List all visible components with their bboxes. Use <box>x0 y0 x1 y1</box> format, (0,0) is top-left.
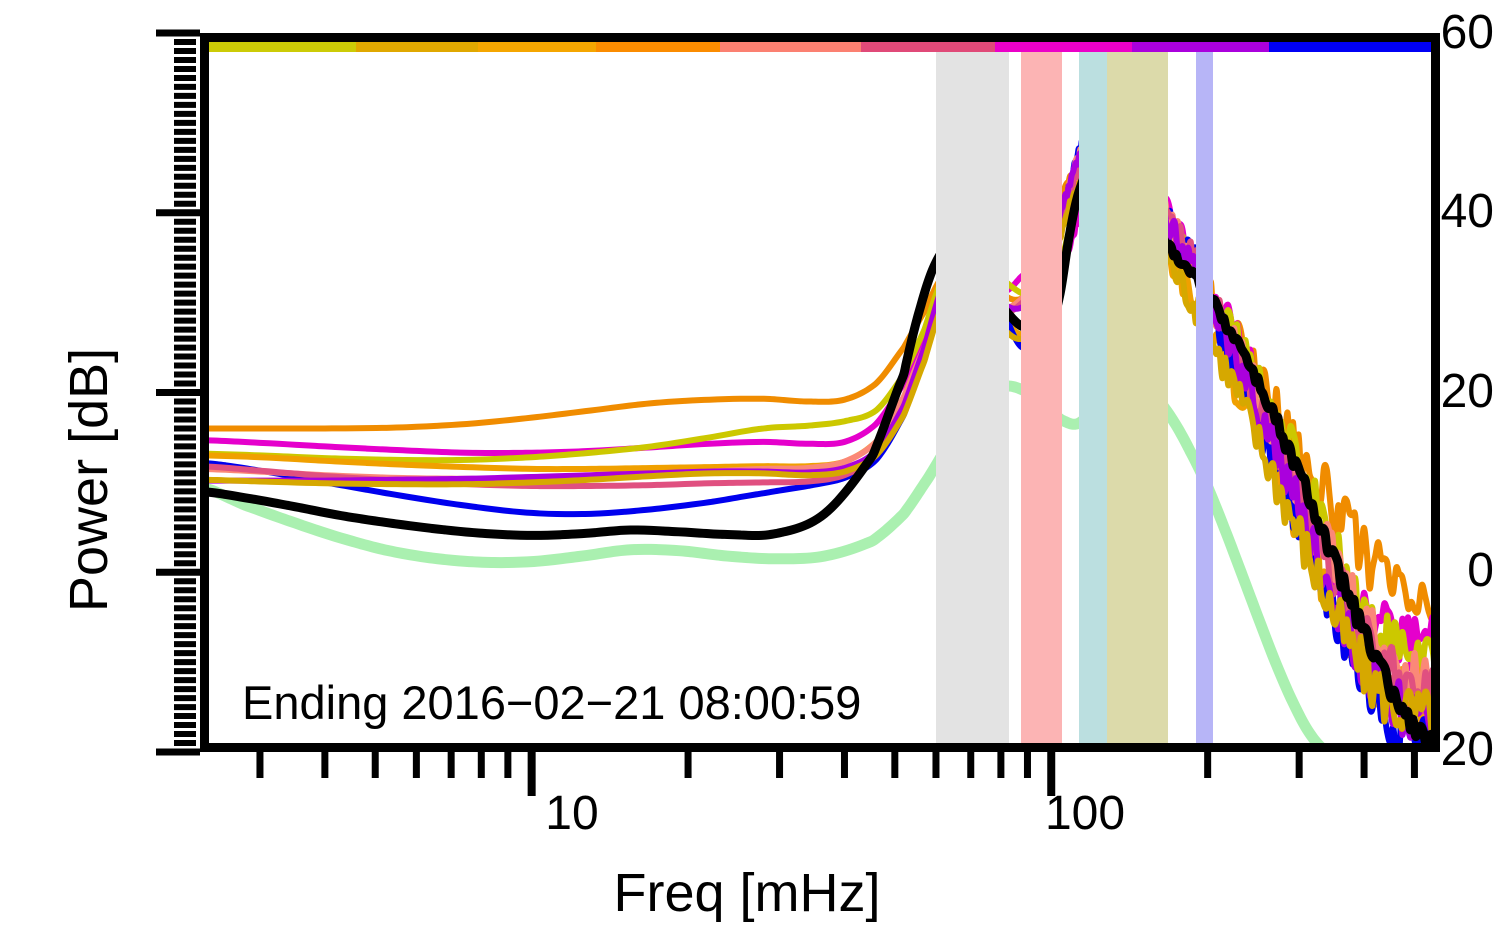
ytick-label-0: 0 <box>1467 544 1494 597</box>
frequency-colorbar <box>200 33 1440 52</box>
ytick-label-60: 60 <box>1440 6 1494 59</box>
series-curve-gold2 <box>200 169 1440 743</box>
colorbar-segment-2 <box>478 33 596 52</box>
band-gray <box>935 33 1010 752</box>
colorbar-segment-5 <box>860 33 996 52</box>
xtick-label-10: 10 <box>545 787 599 840</box>
colorbar-segment-3 <box>595 33 720 52</box>
colorbar-segment-7 <box>1131 33 1269 52</box>
ytick-label-20: 20 <box>1440 365 1494 418</box>
band-purple <box>1196 33 1214 752</box>
band-pink <box>1021 33 1063 752</box>
xtick-label-100: 100 <box>1044 787 1126 840</box>
colorbar-segment-4 <box>719 33 861 52</box>
x-axis-title: Freq [mHz] <box>613 863 881 923</box>
psd-curves <box>200 117 1440 752</box>
ytick-label-40: 40 <box>1440 185 1494 238</box>
band-khaki <box>1106 33 1169 752</box>
series-ref-black <box>200 148 1440 752</box>
ending-timestamp-annotation: Ending 2016−02−21 08:00:59 <box>242 676 862 729</box>
colorbar-segment-8 <box>1268 33 1440 52</box>
y-axis-title: Power [dB] <box>59 347 119 612</box>
colorbar-segment-0 <box>200 33 357 52</box>
colorbar-segment-1 <box>356 33 479 52</box>
plot-area: Ending 2016−02−21 08:00:59 <box>200 33 1440 752</box>
band-cyan <box>1078 33 1107 752</box>
colorbar-segment-6 <box>995 33 1132 52</box>
